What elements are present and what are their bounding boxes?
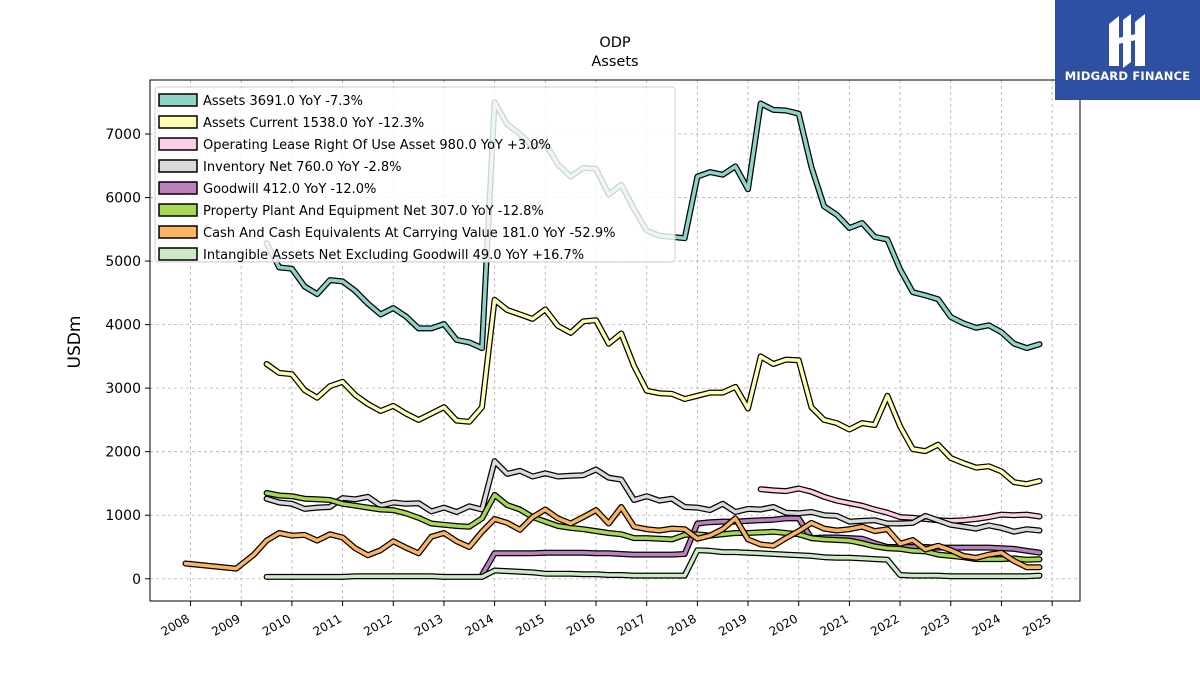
- y-tick-label: 5000: [105, 254, 141, 270]
- x-tick-label: 2013: [412, 611, 445, 638]
- x-tick-label: 2010: [260, 611, 293, 638]
- y-tick-label: 4000: [105, 318, 141, 334]
- y-tick-label: 2000: [105, 445, 141, 461]
- chart-subtitle: Assets: [591, 54, 638, 70]
- x-tick-label: 2022: [868, 611, 901, 638]
- legend-entry: Assets Current 1538.0 YoY -12.3%: [203, 116, 424, 131]
- x-tick-label: 2012: [361, 611, 394, 638]
- x-tick-label: 2018: [665, 611, 698, 638]
- logo-mark-icon: [1109, 14, 1145, 68]
- x-tick-label: 2011: [311, 611, 344, 638]
- series-line-operating-lease-right-of-use-asset: [758, 486, 1042, 523]
- x-tick-label: 2008: [159, 611, 192, 638]
- legend-entry: Operating Lease Right Of Use Asset 980.0…: [203, 138, 551, 153]
- legend-swatch: [158, 115, 198, 129]
- series-line-assets-current: [264, 298, 1042, 486]
- plot-frame: [149, 79, 1081, 602]
- y-tick-label: 7000: [105, 127, 141, 143]
- x-tick-label: 2015: [513, 611, 546, 638]
- legend-entry: Inventory Net 760.0 YoY -2.8%: [203, 160, 402, 175]
- legend-entry: Intangible Assets Net Excluding Goodwill…: [203, 248, 584, 263]
- legend-swatch: [158, 159, 198, 173]
- legend-entry: Property Plant And Equipment Net 307.0 Y…: [203, 204, 544, 219]
- legend-swatch: [158, 137, 198, 151]
- x-tick-label: 2017: [615, 611, 648, 638]
- legend-swatch: [158, 247, 198, 261]
- x-tick-label: 2023: [919, 611, 952, 638]
- x-tick-label: 2009: [209, 611, 242, 638]
- y-tick-label: 1000: [105, 508, 141, 524]
- y-tick-label: 0: [132, 572, 141, 588]
- legend-swatch: [158, 181, 198, 195]
- y-tick-label: 3000: [105, 381, 141, 397]
- y-axis-label: USDm: [65, 316, 85, 369]
- series-line-inventory-net: [264, 459, 1042, 534]
- y-tick-label: 6000: [105, 191, 141, 207]
- legend-swatch: [158, 93, 198, 107]
- series-line-cash-and-cash-equivalents-at-carrying-value: [183, 505, 1042, 571]
- legend-entry: Cash And Cash Equivalents At Carrying Va…: [203, 226, 615, 241]
- chart-title: ODP: [599, 35, 631, 51]
- legend-box: [154, 86, 676, 263]
- x-tick-label: 2016: [564, 611, 597, 638]
- legend-entry: Goodwill 412.0 YoY -12.0%: [203, 182, 376, 197]
- legend: Assets 3691.0 YoY -7.3% Assets Current 15…: [154, 86, 676, 263]
- x-tick-label: 2019: [716, 611, 749, 638]
- brand-logo: MIDGARD FINANCE: [1055, 0, 1200, 100]
- series-line-property-plant-and-equipment-net: [264, 491, 1042, 562]
- legend-entry: Assets 3691.0 YoY -7.3%: [203, 94, 363, 109]
- x-tick-label: 2020: [767, 611, 800, 638]
- series-layer: [182, 99, 1043, 580]
- x-tick-label: 2014: [463, 611, 496, 638]
- x-tick-label: 2024: [969, 611, 1002, 638]
- brand-name: MIDGARD FINANCE: [1064, 69, 1191, 83]
- series-line-intangible-assets-net-excluding-goodwill: [264, 548, 1042, 579]
- x-tick-label: 2021: [817, 611, 850, 638]
- x-tick-label: 2025: [1020, 611, 1053, 638]
- legend-swatch: [158, 225, 198, 239]
- legend-swatch: [158, 203, 198, 217]
